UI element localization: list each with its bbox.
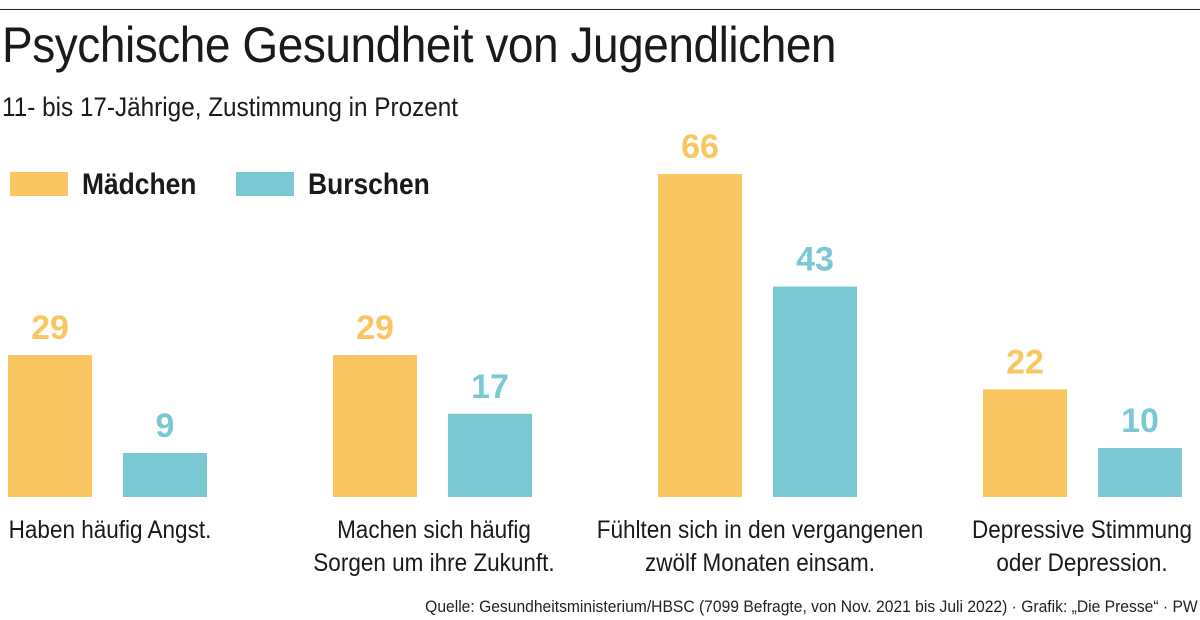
data-label-burschen-4: 10 — [1121, 402, 1159, 440]
bar-burschen-2 — [448, 413, 532, 497]
chart-title: Psychische Gesundheit von Jugendlichen — [2, 17, 837, 73]
bar-burschen-1 — [123, 452, 207, 497]
legend-swatch-maedchen — [10, 172, 68, 196]
category-label-4: Depressive Stimmung oder Depression. — [902, 514, 1200, 580]
bar-madchen-1 — [8, 355, 92, 497]
category-label-3-line-1: Fühlten sich in den vergangenen — [596, 516, 924, 544]
top-rule — [0, 9, 1200, 10]
bar-madchen-3 — [658, 174, 742, 497]
bar-burschen-4 — [1098, 448, 1182, 497]
bar-madchen-4 — [983, 389, 1067, 497]
category-label-1-line-1: Haben häufig Angst. — [8, 516, 212, 544]
source-note: Quelle: Gesundheitsministerium/HBSC (709… — [425, 597, 1198, 616]
data-label-burschen-3: 43 — [796, 241, 834, 279]
category-label-3-line-2: zwölf Monaten einsam. — [644, 549, 876, 577]
category-label-2: Machen sich häufig Sorgen um ihre Zukunft… — [254, 514, 614, 580]
data-label-burschen-1: 9 — [156, 407, 175, 445]
category-label-1: Haben häufig Angst. — [0, 514, 290, 547]
data-label-madchen-4: 22 — [1006, 343, 1044, 381]
category-label-3: Fühlten sich in den vergangenen zwölf Mon… — [580, 514, 940, 580]
data-label-madchen-2: 29 — [356, 309, 394, 347]
category-label-4-line-1: Depressive Stimmung — [971, 516, 1193, 544]
data-label-burschen-2: 17 — [471, 368, 509, 406]
legend-label-maedchen: Mädchen — [82, 168, 197, 201]
data-label-madchen-3: 66 — [681, 128, 719, 166]
category-label-4-line-2: oder Depression. — [996, 549, 1168, 577]
category-label-2-line-1: Machen sich häufig — [337, 516, 531, 544]
category-label-2-line-2: Sorgen um ihre Zukunft. — [313, 549, 555, 577]
legend-swatch-burschen — [236, 172, 294, 196]
bar-madchen-2 — [333, 355, 417, 497]
bar-burschen-3 — [773, 286, 857, 497]
data-label-madchen-1: 29 — [31, 309, 69, 347]
chart-subtitle: 11- bis 17-Jährige, Zustimmung in Prozen… — [2, 92, 459, 122]
legend-label-burschen: Burschen — [308, 168, 430, 201]
